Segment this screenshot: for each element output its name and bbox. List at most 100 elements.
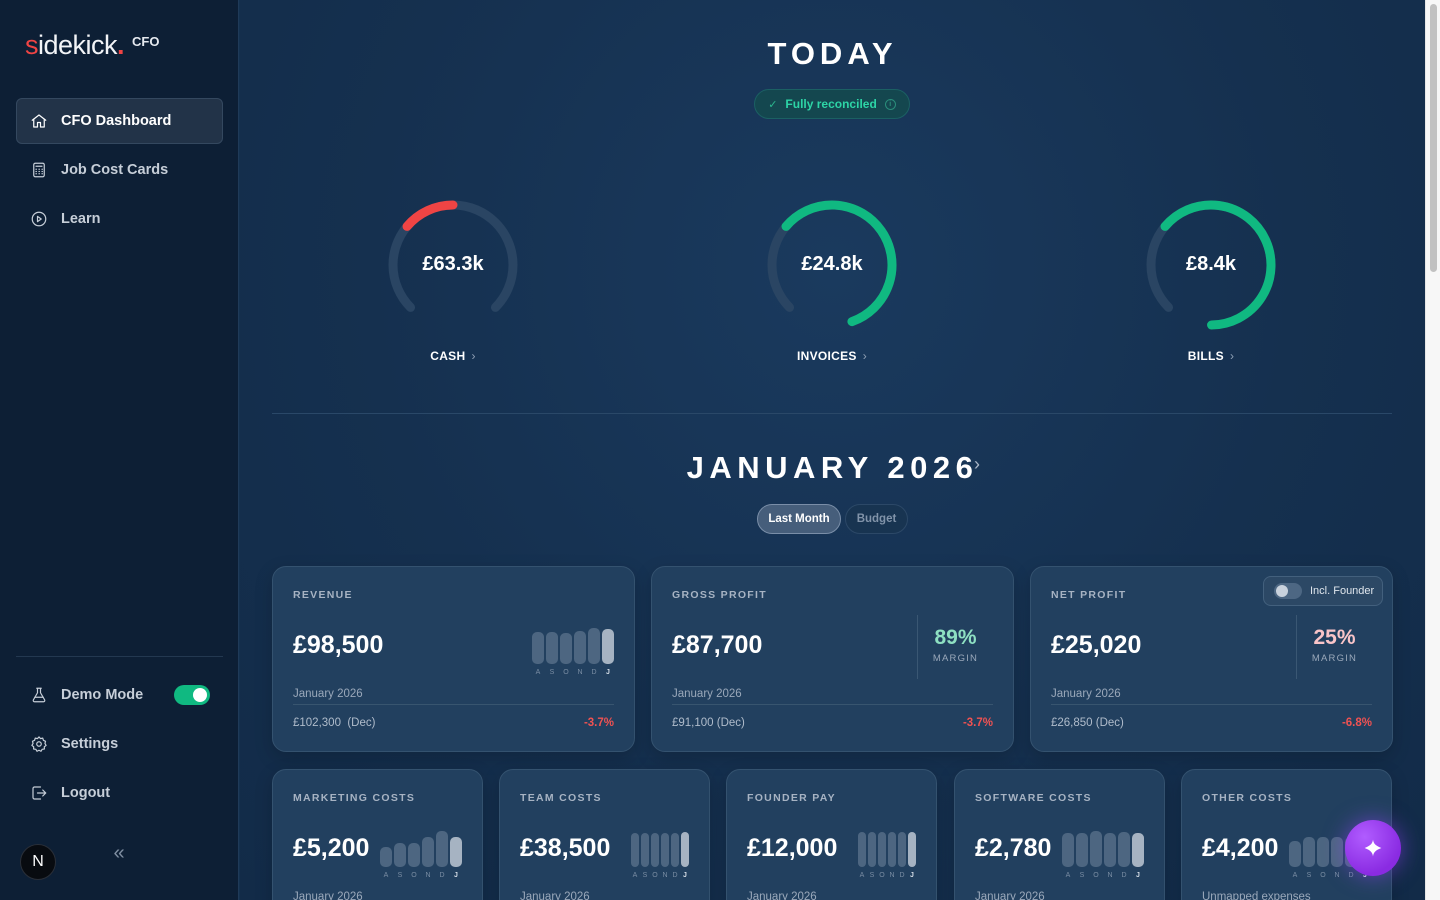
next-period-icon[interactable]: › <box>974 454 980 474</box>
card-value: £4,200 <box>1202 834 1279 862</box>
sparkline-label: D <box>591 669 597 676</box>
sidebar-item-settings[interactable]: Settings <box>16 721 223 767</box>
sparkline-chart <box>858 830 916 867</box>
demo-mode-toggle[interactable] <box>174 685 210 705</box>
compare-last-month-button[interactable]: Last Month <box>757 504 841 534</box>
sparkline-bar <box>631 833 639 867</box>
margin-label: MARGIN <box>1311 653 1358 664</box>
sparkline-bar <box>1062 833 1074 867</box>
ai-assistant-button[interactable] <box>1345 820 1401 876</box>
sparkline-label: D <box>1348 872 1354 879</box>
card-value: £98,500 <box>293 631 384 659</box>
sparkline-chart <box>532 627 614 664</box>
card-title: MARKETING COSTS <box>293 792 416 804</box>
period-title-text: JANUARY 2026 <box>686 450 979 485</box>
card-period: January 2026 <box>747 891 817 900</box>
sparkline-label: O <box>1320 872 1326 879</box>
chevron-right-icon: › <box>862 349 868 363</box>
gauge-ring-icon <box>1146 200 1276 330</box>
gauge-label: CASH › <box>373 349 533 363</box>
card-title: TEAM COSTS <box>520 792 602 804</box>
sparkline-bar <box>878 832 886 867</box>
sparkline-label: A <box>859 872 865 879</box>
card-divider <box>1051 704 1372 705</box>
sparkline-bar <box>908 832 916 867</box>
logo-wordmark: sidekick. <box>25 30 125 61</box>
revenue-card[interactable]: REVENUE £98,500 A S O N D J January 2026 £102… <box>272 566 635 752</box>
scrollbar[interactable] <box>1425 0 1440 900</box>
sparkline-bar <box>858 832 866 867</box>
logout-icon <box>29 783 49 803</box>
card-delta: -6.8% <box>1341 717 1372 729</box>
sidebar-item-label: Settings <box>61 736 119 752</box>
sidebar-item-learn[interactable]: Learn <box>16 196 223 242</box>
marketing-costs-card[interactable]: MARKETING COSTS £5,200 A S O N D J January 20… <box>272 769 483 900</box>
info-icon[interactable]: i <box>884 98 896 110</box>
sparkline-chart <box>380 830 462 867</box>
gauge-cash[interactable]: £63.3k CASH › <box>373 185 533 363</box>
gauge-invoices[interactable]: £24.8k INVOICES › <box>752 185 912 363</box>
chevron-right-icon: › <box>471 349 476 363</box>
reconciled-badge[interactable]: ✓ Fully reconciled i <box>754 89 910 119</box>
sparkline-bar <box>1076 833 1088 867</box>
margin-box: 25% MARGIN <box>1296 615 1372 679</box>
sparkline-label: J <box>1136 872 1140 879</box>
toggle-switch[interactable] <box>1274 583 1302 599</box>
sparkline-bar <box>588 628 600 664</box>
sidebar-item-label: Job Cost Cards <box>61 162 169 178</box>
card-period: January 2026 <box>520 891 590 900</box>
card-title: OTHER COSTS <box>1202 792 1293 804</box>
sparkline-bar <box>898 832 906 867</box>
sidebar-item-job-cost-cards[interactable]: Job Cost Cards <box>16 147 223 193</box>
sidebar-divider <box>16 656 223 657</box>
logo[interactable]: sidekick. CFO <box>25 30 160 61</box>
gauge-label-text: BILLS <box>1187 349 1224 363</box>
include-founder-toggle[interactable]: Incl. Founder <box>1263 576 1383 606</box>
sparkline-label: N <box>577 669 583 676</box>
net-profit-card[interactable]: NET PROFIT Incl. Founder £25,020 25% MAR… <box>1030 566 1393 752</box>
card-value: £38,500 <box>520 834 611 862</box>
compare-budget-button[interactable]: Budget <box>845 504 908 534</box>
card-value: £87,700 <box>672 631 763 659</box>
sparkline-bar <box>681 832 689 867</box>
sparkline-bar <box>868 832 876 867</box>
card-period: January 2026 <box>975 891 1045 900</box>
gross-profit-card[interactable]: GROSS PROFIT £87,700 89% MARGIN January … <box>651 566 1014 752</box>
sparkline-bar <box>1303 837 1315 867</box>
sparkline-bar <box>532 632 544 664</box>
card-value: £5,200 <box>293 834 370 862</box>
sidebar-item-label: CFO Dashboard <box>61 113 172 129</box>
sparkline-bar <box>888 832 896 867</box>
sidebar-item-cfo-dashboard[interactable]: CFO Dashboard <box>16 98 223 144</box>
avatar[interactable]: N <box>20 844 56 880</box>
sidebar-item-logout[interactable]: Logout <box>16 770 223 816</box>
card-period: January 2026 <box>293 891 363 900</box>
margin-percent: 89% <box>934 626 977 649</box>
sparkline-label: N <box>662 872 668 879</box>
sparkline-label: J <box>910 872 914 879</box>
gauge-value: £63.3k <box>422 253 484 275</box>
sparkline-label: S <box>642 872 648 879</box>
sparkline-bar <box>641 833 649 867</box>
gauge-bills[interactable]: £8.4k BILLS › <box>1131 185 1291 363</box>
card-value: £12,000 <box>747 834 838 862</box>
scrollbar-thumb[interactable] <box>1430 4 1437 272</box>
sparkline-label: O <box>879 872 885 879</box>
collapse-sidebar-icon[interactable]: « <box>113 841 125 864</box>
sparkline-label: S <box>869 872 875 879</box>
card-title: GROSS PROFIT <box>672 589 767 601</box>
gauge-label-text: INVOICES <box>796 349 857 363</box>
sparkline-bar <box>394 843 406 867</box>
gauge-value: £24.8k <box>801 253 863 275</box>
gauge-label: BILLS › <box>1131 349 1291 363</box>
gear-icon <box>29 734 49 754</box>
software-costs-card[interactable]: SOFTWARE COSTS £2,780 A S O N D J January 202… <box>954 769 1165 900</box>
gauge-value: £8.4k <box>1185 253 1237 275</box>
card-period: January 2026 <box>293 688 363 700</box>
sidebar-item-demo-mode[interactable]: Demo Mode <box>16 672 223 718</box>
sparkline-label: A <box>1065 872 1071 879</box>
sidebar-item-label: Demo Mode <box>61 687 144 703</box>
